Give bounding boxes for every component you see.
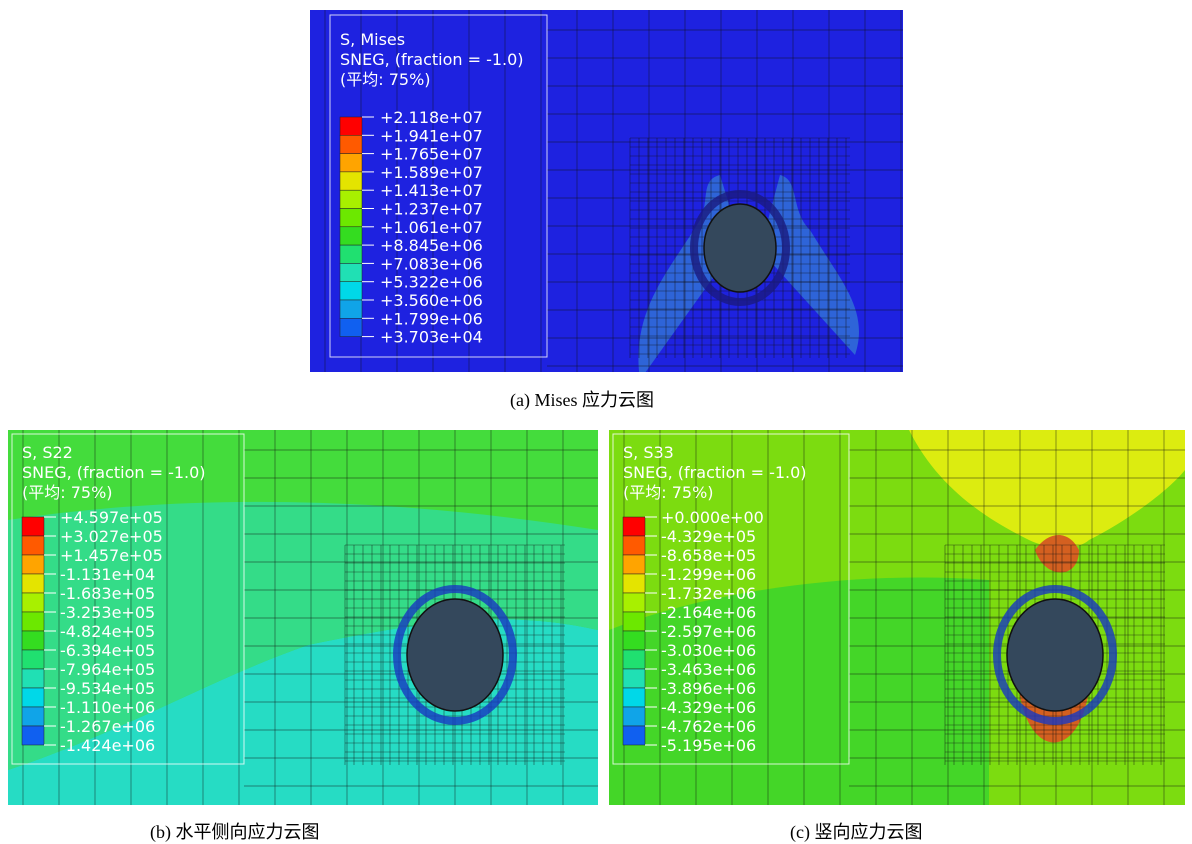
caption: (c) 竖向应力云图 xyxy=(790,818,922,844)
legend-swatch xyxy=(623,726,645,745)
legend-label: +1.237e+07 xyxy=(380,200,483,219)
legend-label: -2.164e+06 xyxy=(661,603,756,622)
legend-swatch xyxy=(340,300,362,318)
legend-label: +2.118e+07 xyxy=(380,108,483,127)
legend-label: -4.329e+05 xyxy=(661,527,756,546)
legend-swatch xyxy=(623,631,645,650)
caption: (b) 水平侧向应力云图 xyxy=(150,818,320,844)
legend-label: -5.195e+06 xyxy=(661,736,756,755)
legend-swatch xyxy=(22,631,44,650)
legend-swatch xyxy=(22,650,44,669)
legend-label: +5.322e+06 xyxy=(380,273,483,292)
legend-swatch xyxy=(623,555,645,574)
legend-label: +3.703e+04 xyxy=(380,328,483,347)
legend-label: -1.110e+06 xyxy=(60,698,155,717)
legend-title: (平均: 75%) xyxy=(340,70,431,89)
legend-label: -1.299e+06 xyxy=(661,565,756,584)
legend-label: -3.896e+06 xyxy=(661,679,756,698)
legend-swatch xyxy=(340,117,362,135)
hole xyxy=(704,204,776,292)
legend-swatch xyxy=(340,190,362,208)
legend-swatch xyxy=(22,612,44,631)
legend-swatch xyxy=(623,688,645,707)
legend-label: +3.027e+05 xyxy=(60,527,163,546)
legend-swatch xyxy=(22,517,44,536)
legend-swatch xyxy=(623,707,645,726)
legend-label: -3.463e+06 xyxy=(661,660,756,679)
legend-swatch xyxy=(340,209,362,227)
legend-swatch xyxy=(623,517,645,536)
legend-label: -3.030e+06 xyxy=(661,641,756,660)
legend-title: (平均: 75%) xyxy=(22,483,113,502)
legend-swatch xyxy=(22,574,44,593)
legend-title: SNEG, (fraction = -1.0) xyxy=(22,463,206,482)
legend-swatch xyxy=(22,707,44,726)
legend-swatch xyxy=(340,263,362,281)
legend-label: -4.762e+06 xyxy=(661,717,756,736)
legend-label: +7.083e+06 xyxy=(380,254,483,273)
legend-swatch xyxy=(623,574,645,593)
legend-label: -4.824e+05 xyxy=(60,622,155,641)
caption: (a) Mises 应力云图 xyxy=(510,386,654,412)
legend-label: -2.597e+06 xyxy=(661,622,756,641)
legend-swatch xyxy=(623,612,645,631)
legend-swatch xyxy=(22,688,44,707)
legend-label: -9.534e+05 xyxy=(60,679,155,698)
legend-swatch xyxy=(22,726,44,745)
legend-label: -4.329e+06 xyxy=(661,698,756,717)
hole xyxy=(1007,599,1103,711)
legend-title: SNEG, (fraction = -1.0) xyxy=(623,463,807,482)
legend-label: -1.131e+04 xyxy=(60,565,155,584)
legend-label: -1.683e+05 xyxy=(60,584,155,603)
legend-label: -1.267e+06 xyxy=(60,717,155,736)
legend-title: S, S22 xyxy=(22,443,73,462)
legend-label: +8.845e+06 xyxy=(380,236,483,255)
legend-label: +4.597e+05 xyxy=(60,508,163,527)
legend-label: +1.061e+07 xyxy=(380,218,483,237)
legend-swatch xyxy=(340,154,362,172)
legend-swatch xyxy=(623,669,645,688)
legend-swatch xyxy=(623,536,645,555)
legend-label: +1.457e+05 xyxy=(60,546,163,565)
legend-label: +3.560e+06 xyxy=(380,291,483,310)
legend-swatch xyxy=(340,227,362,245)
legend-label: -8.658e+05 xyxy=(661,546,756,565)
legend-title: S, S33 xyxy=(623,443,674,462)
legend-swatch xyxy=(623,593,645,612)
legend-label: -1.732e+06 xyxy=(661,584,756,603)
legend-label: -6.394e+05 xyxy=(60,641,155,660)
legend-swatch xyxy=(340,318,362,336)
legend-swatch xyxy=(340,135,362,153)
legend-label: +1.589e+07 xyxy=(380,163,483,182)
legend-label: +1.765e+07 xyxy=(380,145,483,164)
legend-swatch xyxy=(340,282,362,300)
legend-swatch xyxy=(22,593,44,612)
legend-label: -3.253e+05 xyxy=(60,603,155,622)
legend-label: +1.941e+07 xyxy=(380,126,483,145)
legend-swatch xyxy=(340,245,362,263)
legend-swatch xyxy=(22,536,44,555)
legend-title: (平均: 75%) xyxy=(623,483,714,502)
legend-swatch xyxy=(340,172,362,190)
legend-label: -7.964e+05 xyxy=(60,660,155,679)
legend-swatch xyxy=(22,555,44,574)
legend-title: S, Mises xyxy=(340,30,405,49)
legend-swatch xyxy=(22,669,44,688)
legend-title: SNEG, (fraction = -1.0) xyxy=(340,50,524,69)
legend-label: +0.000e+00 xyxy=(661,508,764,527)
hole xyxy=(407,599,503,711)
legend-label: +1.413e+07 xyxy=(380,181,483,200)
figure: S, MisesSNEG, (fraction = -1.0)(平均: 75%)… xyxy=(0,0,1192,844)
legend-label: +1.799e+06 xyxy=(380,309,483,328)
legend-swatch xyxy=(623,650,645,669)
legend-label: -1.424e+06 xyxy=(60,736,155,755)
